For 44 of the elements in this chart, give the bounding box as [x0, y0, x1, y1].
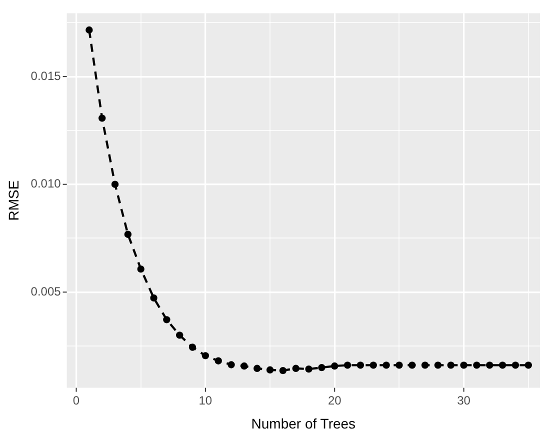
point	[331, 362, 338, 370]
point	[356, 362, 364, 369]
point	[137, 265, 144, 273]
point	[396, 362, 403, 369]
point	[292, 364, 300, 372]
x-axis-title: Number of Trees	[251, 415, 356, 432]
point	[279, 366, 287, 374]
point	[86, 26, 93, 34]
point	[318, 364, 326, 372]
point	[524, 362, 532, 369]
point	[228, 361, 235, 368]
point	[305, 365, 312, 373]
point	[460, 362, 468, 369]
point	[434, 362, 442, 369]
y-tick-label: 0.005	[30, 284, 62, 298]
point	[266, 366, 274, 374]
x-tick-label: 10	[198, 393, 212, 408]
point	[163, 316, 170, 324]
point	[111, 180, 119, 188]
point	[188, 344, 196, 351]
point	[254, 364, 261, 372]
point	[382, 362, 390, 369]
point	[150, 294, 158, 302]
x-tick-label: 20	[328, 393, 342, 408]
point	[344, 362, 352, 369]
point	[498, 362, 506, 369]
point	[408, 362, 416, 369]
point	[486, 362, 494, 369]
point	[98, 114, 106, 122]
point	[447, 362, 454, 369]
x-tick-label: 30	[457, 393, 471, 408]
x-tick-label: 0	[72, 393, 80, 408]
point	[176, 332, 184, 339]
point	[512, 362, 520, 369]
point	[124, 230, 132, 238]
point	[370, 362, 377, 369]
point	[202, 352, 210, 360]
y-tick-label: 0.015	[30, 68, 62, 83]
y-axis-title: RMSE	[5, 180, 22, 221]
point	[240, 362, 248, 370]
point	[473, 362, 480, 369]
y-tick-label: 0.010	[30, 176, 62, 191]
point	[421, 362, 429, 369]
point	[214, 357, 222, 364]
